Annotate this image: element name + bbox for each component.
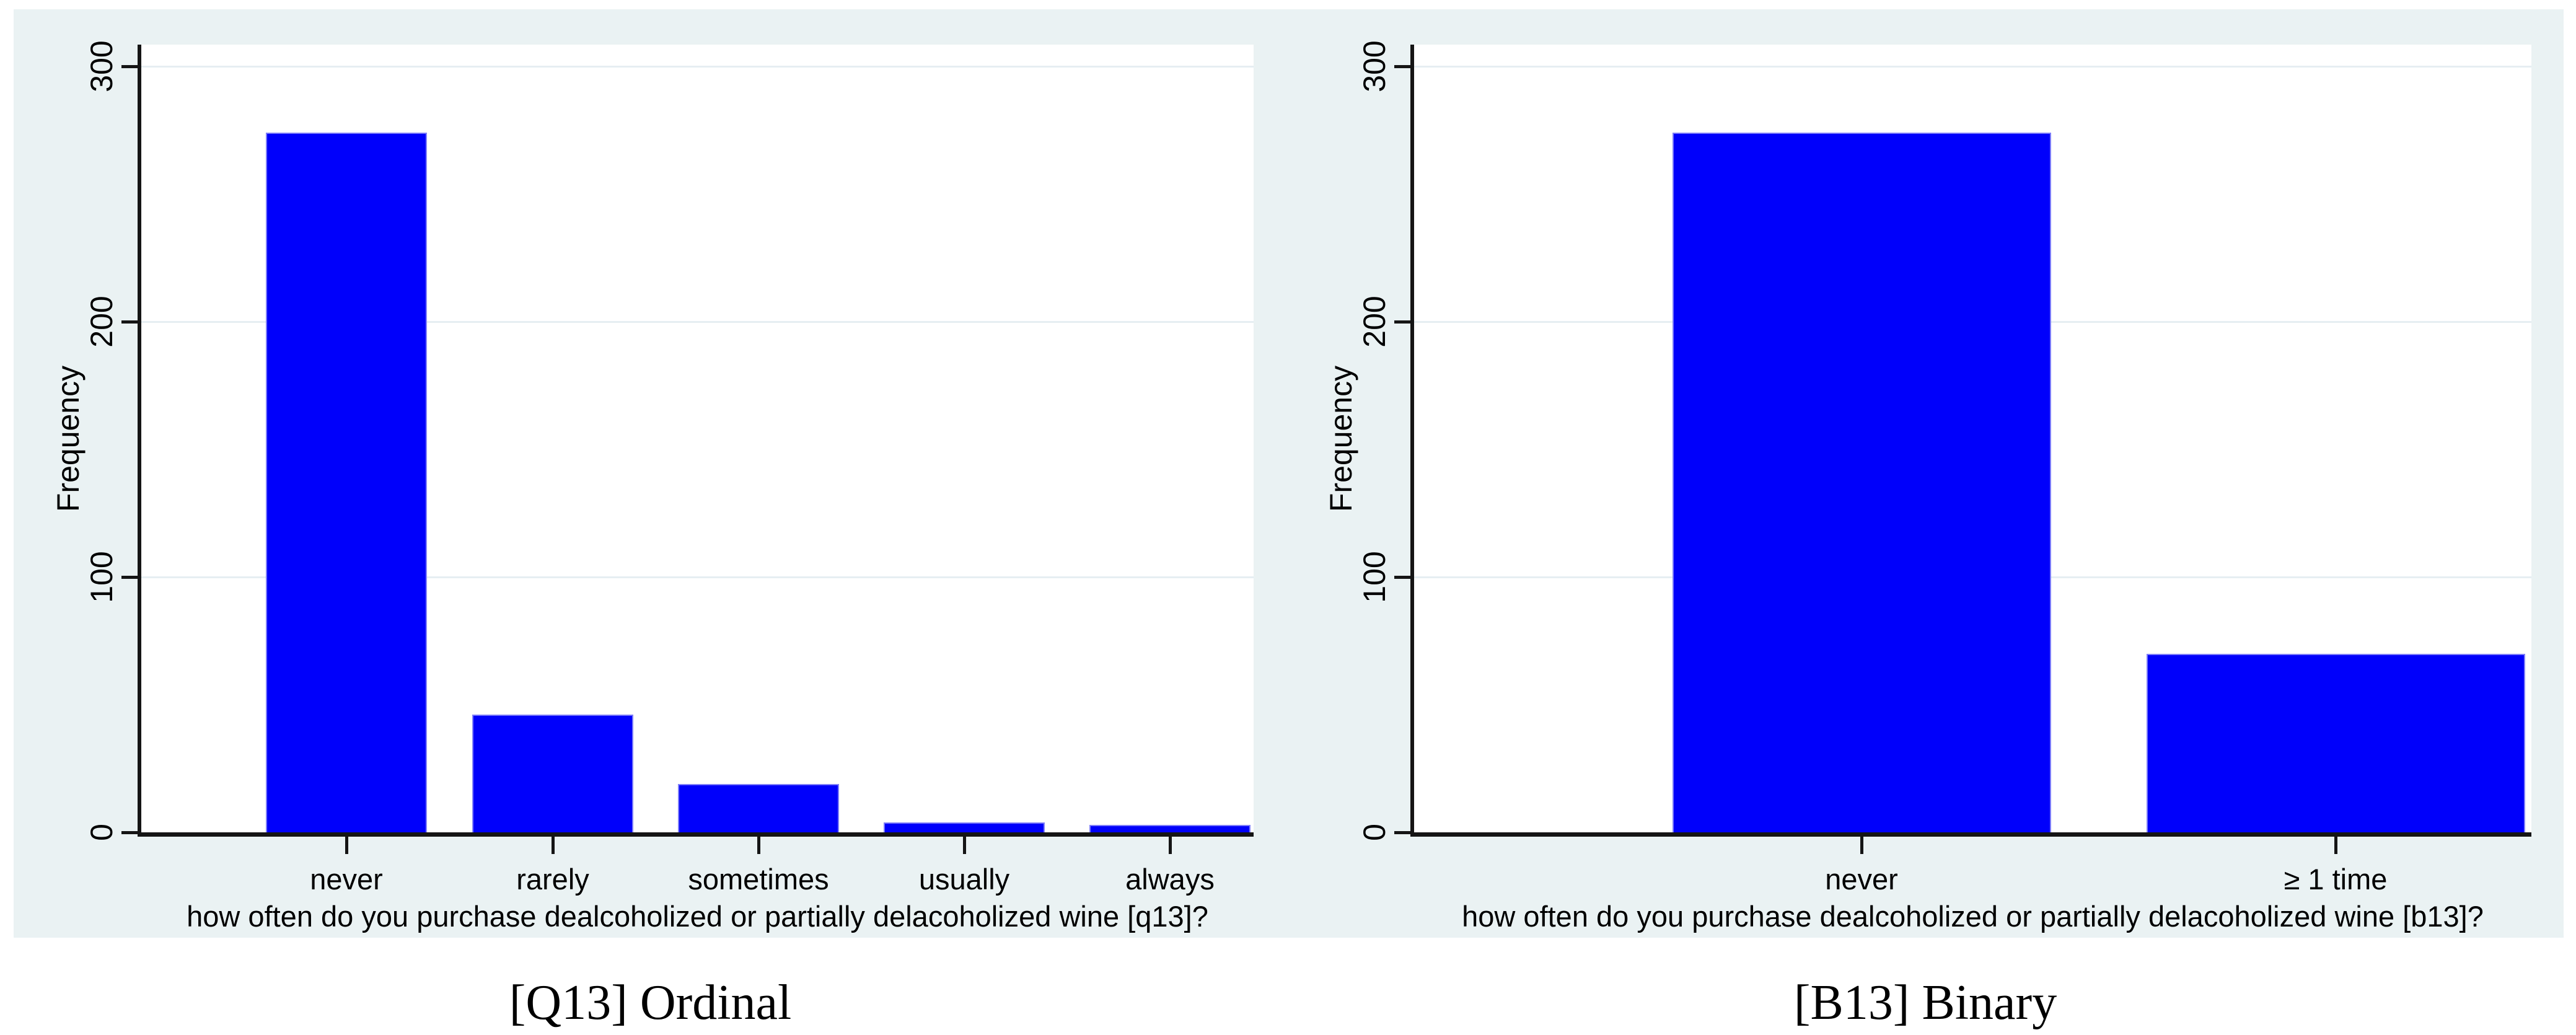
bar-rarely — [472, 715, 633, 832]
y-tick-label-300: 300 — [84, 40, 119, 92]
y-tick-label-0: 0 — [84, 824, 119, 841]
y-tick-label-200: 200 — [1357, 296, 1392, 348]
y-tick-300 — [1394, 64, 1410, 68]
plot-area-binary — [1414, 45, 2531, 832]
y-axis-title: Frequency — [51, 365, 86, 512]
gridline-y-300 — [1414, 65, 2531, 68]
y-tick-200 — [121, 320, 138, 324]
y-tick-label-100: 100 — [1357, 551, 1392, 603]
x-axis-line — [1410, 832, 2531, 837]
y-axis-title: Frequency — [1324, 365, 1358, 512]
gridline-y-100 — [141, 576, 1254, 578]
x-tick-≥ 1 time — [2334, 837, 2337, 854]
chart-panel-binary: Frequency how often do you purchase deal… — [1287, 9, 2564, 938]
bar-always — [1089, 825, 1251, 832]
x-axis-line — [138, 832, 1254, 837]
bar-sometimes — [678, 784, 839, 832]
chart-panel-ordinal: Frequency how often do you purchase deal… — [14, 9, 1287, 938]
x-tick-rarely — [551, 837, 555, 854]
y-tick-label-300: 300 — [1357, 40, 1392, 92]
plot-area-ordinal — [141, 45, 1254, 832]
x-category-label-sometimes: sometimes — [688, 863, 829, 896]
x-tick-never — [1860, 837, 1863, 854]
x-axis-title: how often do you purchase dealcoholized … — [1462, 900, 2484, 933]
y-axis-line — [138, 45, 141, 837]
y-tick-100 — [1394, 575, 1410, 579]
bar-never — [266, 133, 427, 832]
x-tick-sometimes — [757, 837, 760, 854]
x-category-label-≥ 1 time: ≥ 1 time — [2284, 863, 2388, 896]
x-axis-title: how often do you purchase dealcoholized … — [187, 900, 1208, 933]
x-tick-usually — [962, 837, 966, 854]
x-category-label-rarely: rarely — [516, 863, 589, 896]
y-tick-0 — [1394, 830, 1410, 834]
x-category-label-never: never — [310, 863, 383, 896]
y-tick-label-0: 0 — [1357, 824, 1392, 841]
bar-≥ 1 time — [2146, 654, 2525, 832]
gridline-y-200 — [141, 320, 1254, 323]
y-tick-label-100: 100 — [84, 551, 119, 603]
figure-caption-ordinal: [Q13] Ordinal — [509, 976, 792, 1030]
y-tick-label-200: 200 — [84, 296, 119, 348]
bar-never — [1672, 133, 2051, 832]
x-category-label-always: always — [1125, 863, 1215, 896]
figure-caption-binary: [B13] Binary — [1793, 976, 2057, 1030]
bar-usually — [884, 822, 1045, 832]
y-tick-100 — [121, 575, 138, 579]
y-tick-300 — [121, 64, 138, 68]
x-tick-never — [345, 837, 348, 854]
y-tick-0 — [121, 830, 138, 834]
y-tick-200 — [1394, 320, 1410, 324]
x-category-label-never: never — [1825, 863, 1898, 896]
y-axis-line — [1410, 45, 1414, 837]
x-category-label-usually: usually — [918, 863, 1010, 896]
x-tick-always — [1168, 837, 1172, 854]
gridline-y-300 — [141, 65, 1254, 68]
